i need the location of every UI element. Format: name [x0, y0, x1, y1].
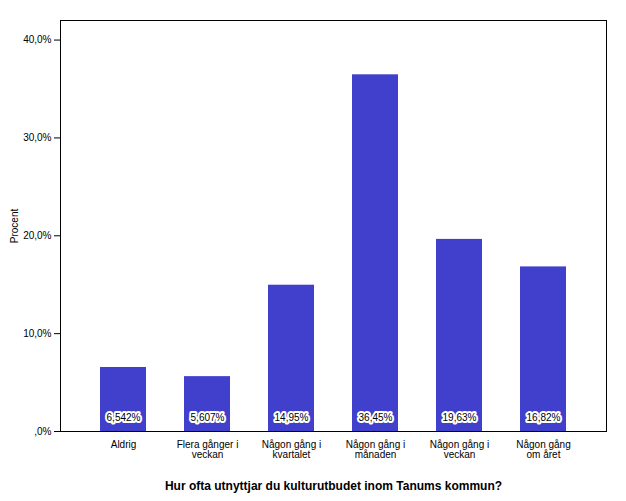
- svg-text:16,82%: 16,82%: [527, 412, 561, 423]
- svg-text:Någon gång iveckan: Någon gång iveckan: [430, 439, 490, 460]
- svg-text:14,95%: 14,95%: [275, 412, 309, 423]
- svg-text:Någon gång imånaden: Någon gång imånaden: [346, 439, 406, 460]
- svg-text:19,63%: 19,63%: [443, 412, 477, 423]
- svg-text:36,45%: 36,45%: [359, 412, 393, 423]
- svg-text:Procent: Procent: [9, 209, 20, 244]
- svg-text:30,0%: 30,0%: [23, 132, 51, 143]
- svg-text:,0%: ,0%: [34, 426, 51, 437]
- svg-text:Någon gång ikvartalet: Någon gång ikvartalet: [262, 439, 322, 460]
- svg-text:Hur ofta utnyttjar du kulturut: Hur ofta utnyttjar du kulturutbudet inom…: [165, 479, 502, 493]
- svg-text:10,0%: 10,0%: [23, 328, 51, 339]
- svg-text:Aldrig: Aldrig: [111, 439, 137, 450]
- svg-text:40,0%: 40,0%: [23, 34, 51, 45]
- svg-text:Flera gånger iveckan: Flera gånger iveckan: [177, 439, 239, 460]
- svg-text:Någon gångom året: Någon gångom året: [516, 439, 571, 460]
- svg-text:6,542%: 6,542%: [107, 412, 141, 423]
- svg-text:5,607%: 5,607%: [191, 412, 225, 423]
- svg-text:20,0%: 20,0%: [23, 230, 51, 241]
